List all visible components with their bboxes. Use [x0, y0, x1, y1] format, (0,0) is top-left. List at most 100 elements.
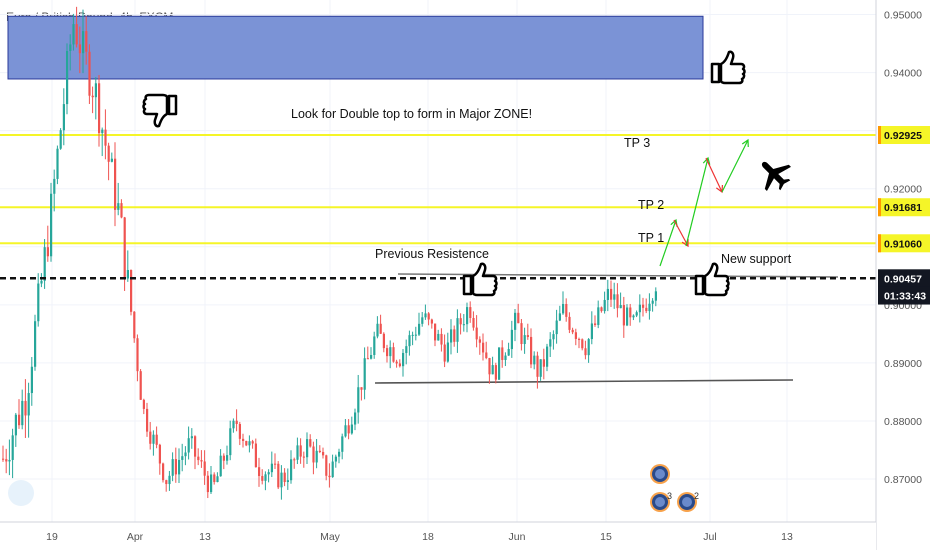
candle-body [200, 460, 203, 462]
candle-body [574, 332, 577, 339]
candle-body [475, 327, 478, 340]
candle-body [379, 323, 382, 334]
previous-resistance-line [397, 273, 839, 278]
candle-body [98, 83, 101, 134]
candle-body [632, 315, 635, 318]
candle-body [101, 129, 104, 134]
candle-body [408, 335, 411, 347]
candle-body [587, 339, 590, 356]
candle-body [584, 348, 587, 356]
x-tick-label: 13 [199, 531, 211, 543]
candle-body [24, 400, 27, 416]
candle-body [366, 358, 369, 360]
candle-body [354, 412, 357, 425]
tradingview-logo-icon[interactable] [8, 480, 34, 506]
candle-body [168, 475, 171, 485]
candle-body [299, 445, 302, 457]
candle-body [482, 342, 485, 353]
candle-body [261, 476, 264, 481]
main-annotation: Look for Double top to form in Major ZON… [291, 107, 532, 121]
candle-body [171, 459, 174, 476]
y-tick-label: 0.94000 [884, 68, 922, 80]
candle-body [203, 461, 206, 476]
candle-body [267, 472, 270, 475]
candle-body [450, 329, 453, 343]
event-badge-count: 3 [667, 491, 672, 501]
candle-body [56, 148, 59, 179]
arrow-down-1 [673, 219, 689, 247]
candle-body [136, 338, 139, 372]
candle-body [5, 459, 8, 462]
candle-body [309, 439, 312, 447]
candle-body [216, 476, 219, 483]
candle-body [107, 145, 110, 162]
candle-body [158, 444, 161, 464]
candle-body [152, 434, 155, 444]
y-tick-label: 0.88000 [884, 416, 922, 428]
candle-body [8, 459, 11, 462]
x-tick-label: Apr [127, 531, 144, 543]
candle-body [382, 333, 385, 349]
tp3-label: TP 3 [624, 136, 650, 150]
arrow-up-3 [721, 139, 749, 193]
candle-body [571, 329, 574, 333]
previous-resistance-label: Previous Resistence [375, 247, 489, 261]
candle-body [181, 456, 184, 460]
candle-body [251, 441, 254, 444]
x-tick-label: 15 [600, 531, 612, 543]
candle-body [376, 323, 379, 337]
candle-body [78, 44, 81, 54]
candle-body [638, 304, 641, 313]
tp1-label: TP 1 [638, 231, 664, 245]
price-label-marker [878, 234, 881, 253]
candle-body [139, 371, 142, 400]
arrow-down-2 [705, 157, 723, 193]
candle-body [126, 270, 129, 279]
candle-body [629, 307, 632, 318]
x-tick-label: 18 [422, 531, 434, 543]
candle-body [318, 450, 321, 452]
candle-body [613, 294, 616, 300]
candle-body [14, 414, 17, 436]
candle-body [622, 305, 625, 326]
candle-body [405, 346, 408, 353]
candle-body [523, 335, 526, 345]
candle-body [418, 323, 421, 335]
candle-body [421, 317, 424, 324]
candle-body [510, 329, 513, 350]
x-tick-label: May [320, 531, 341, 543]
candle-body [248, 441, 251, 446]
candle-body [389, 347, 392, 357]
candle-body [235, 420, 238, 424]
candle-body [219, 455, 222, 477]
candle-body [120, 203, 123, 218]
candle-body [411, 334, 414, 336]
candle-body [472, 318, 475, 328]
event-badge-count: 2 [694, 491, 699, 501]
candle-body [619, 305, 622, 309]
candle-body [539, 359, 542, 377]
price-label-bg [878, 286, 930, 305]
candle-body [91, 95, 94, 98]
tp-lines [0, 134, 876, 245]
candle-body [453, 329, 456, 342]
candle-body [603, 299, 606, 312]
candle-body [494, 365, 497, 380]
candle-body [184, 452, 187, 457]
candle-body [190, 436, 193, 439]
candle-body [530, 336, 533, 365]
candle-body [75, 24, 78, 45]
arrow-up-2 [685, 157, 709, 247]
candle-body [21, 400, 24, 426]
new-support-label: New support [721, 252, 792, 266]
candle-body [46, 247, 49, 257]
candle-body [642, 304, 645, 308]
candle-body [558, 313, 561, 321]
candle-body [526, 335, 529, 337]
candle-body [306, 439, 309, 458]
candle-body [635, 312, 638, 316]
projection-arrows [659, 138, 749, 267]
candle-body [245, 441, 248, 446]
arrow-up-2-head [702, 156, 711, 165]
